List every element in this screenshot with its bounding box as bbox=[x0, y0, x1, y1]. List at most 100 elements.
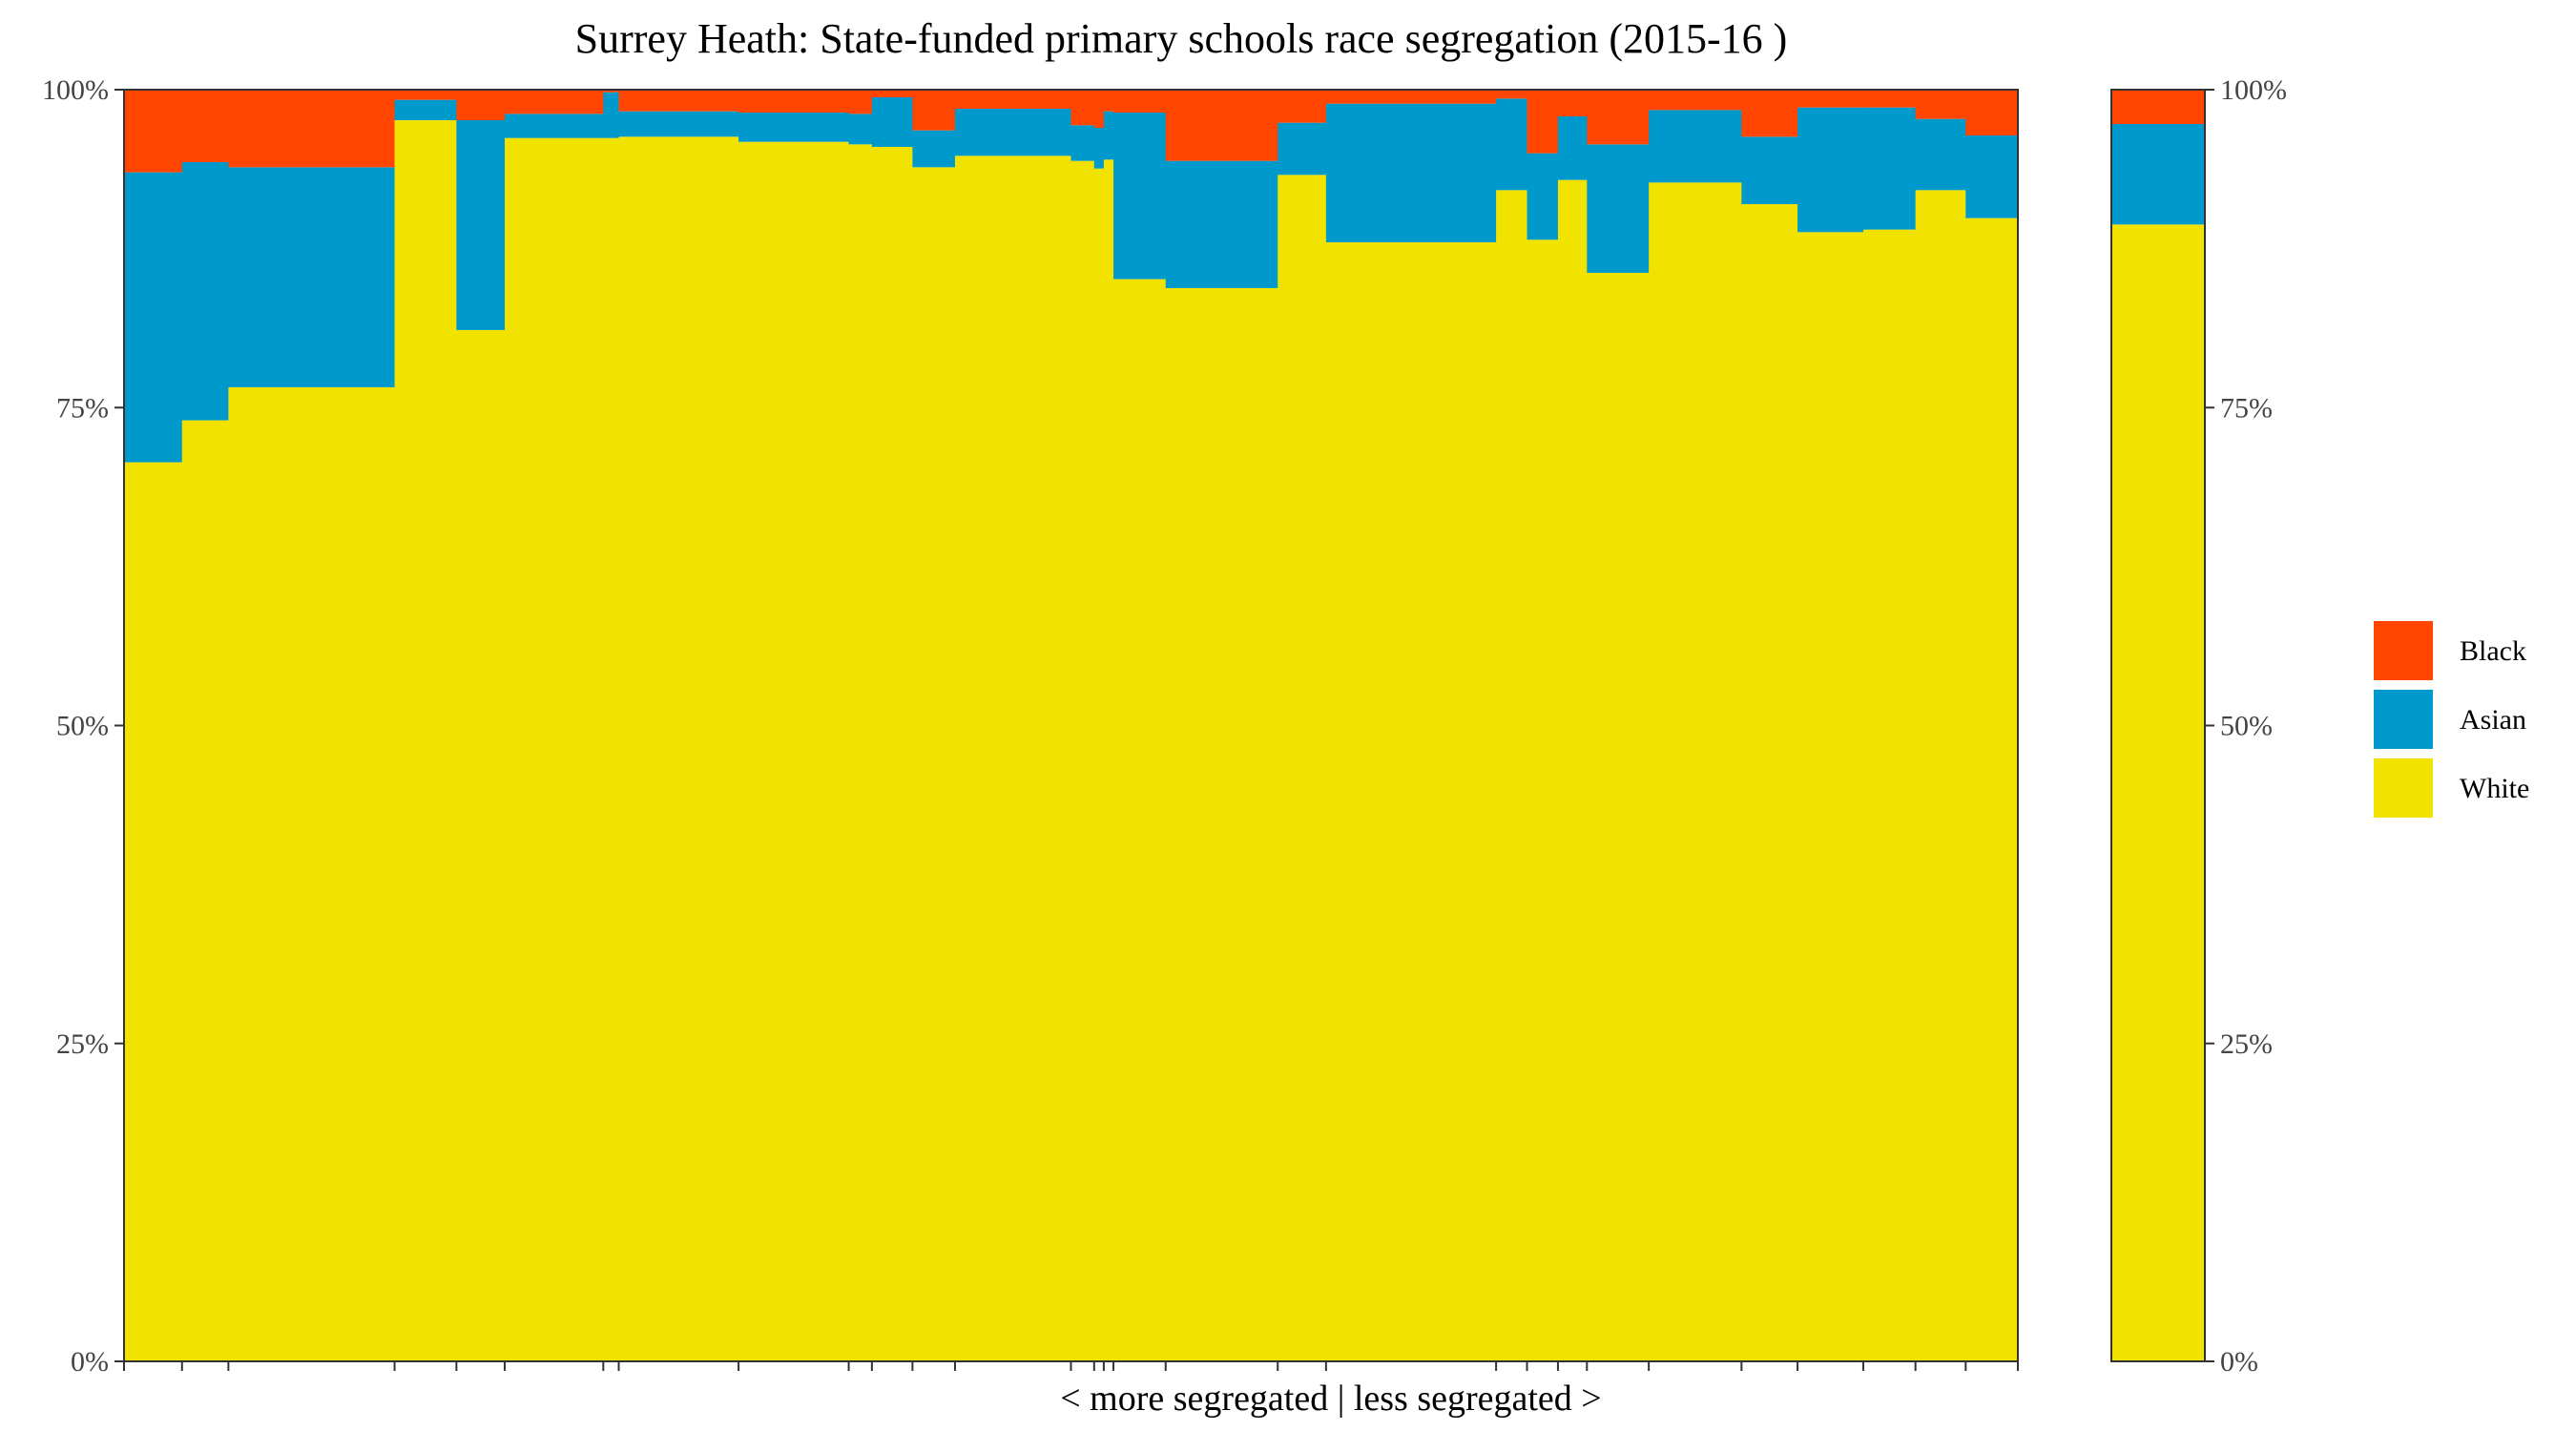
school-bar bbox=[1496, 90, 1528, 1361]
legend-label: White bbox=[2460, 773, 2529, 804]
y-tick-label-left: 75% bbox=[56, 392, 109, 424]
bar-segment-black bbox=[394, 90, 457, 100]
bar-segment-black bbox=[1649, 90, 1742, 111]
y-tick-label-right: 0% bbox=[2220, 1346, 2258, 1378]
bar-segment-white bbox=[738, 141, 850, 1361]
bar-segment-white bbox=[1797, 232, 1864, 1361]
bar-segment-white bbox=[1165, 287, 1278, 1362]
school-bar bbox=[1325, 90, 1497, 1362]
y-tick-label-right: 50% bbox=[2220, 711, 2273, 742]
bar-segment-white bbox=[912, 167, 956, 1361]
school-bar bbox=[1587, 90, 1650, 1362]
school-bar bbox=[618, 90, 739, 1361]
bar-segment-black bbox=[1325, 90, 1497, 104]
bar-segment-black bbox=[1165, 90, 1278, 161]
school-bar bbox=[603, 90, 620, 1361]
school-bar bbox=[954, 90, 1072, 1361]
bar-segment-black bbox=[1278, 90, 1327, 123]
summary-segment-asian bbox=[2111, 123, 2205, 225]
bar-segment-asian bbox=[618, 111, 739, 137]
bar-segment-white bbox=[1070, 160, 1095, 1361]
legend-label: Asian bbox=[2460, 704, 2526, 736]
bar-segment-white bbox=[1527, 239, 1559, 1361]
bar-segment-asian bbox=[1797, 107, 1864, 233]
bar-segment-white bbox=[848, 144, 873, 1361]
y-tick-label-right: 100% bbox=[2220, 74, 2287, 106]
bar-segment-asian bbox=[1093, 127, 1105, 169]
bar-segment-white bbox=[954, 156, 1072, 1361]
summary-segment-white bbox=[2111, 224, 2205, 1361]
bar-segment-white bbox=[505, 137, 604, 1361]
school-bar bbox=[848, 90, 873, 1361]
bar-segment-black bbox=[181, 90, 229, 162]
bar-segment-asian bbox=[1862, 107, 1917, 230]
bar-segment-asian bbox=[1278, 122, 1327, 176]
summary-segment-black bbox=[2111, 90, 2205, 124]
bar-segment-white bbox=[1103, 159, 1114, 1361]
y-tick-label-left: 50% bbox=[56, 711, 109, 742]
school-bar bbox=[1278, 90, 1327, 1361]
school-bar bbox=[181, 90, 229, 1362]
bar-segment-white bbox=[181, 420, 229, 1362]
bar-segment-white bbox=[1496, 190, 1528, 1361]
bar-segment-black bbox=[1797, 90, 1864, 108]
y-tick-label-left: 0% bbox=[71, 1346, 109, 1378]
school-bar bbox=[871, 90, 914, 1362]
bar-segment-asian bbox=[181, 161, 229, 421]
bar-segment-asian bbox=[1587, 144, 1650, 273]
school-bar bbox=[228, 90, 396, 1361]
bar-segment-black bbox=[1965, 90, 2019, 135]
bar-segment-white bbox=[228, 386, 396, 1361]
bar-segment-white bbox=[1557, 179, 1588, 1361]
y-tick-label-right: 25% bbox=[2220, 1028, 2273, 1060]
bar-segment-white bbox=[1093, 168, 1105, 1361]
bar-segment-black bbox=[1113, 90, 1167, 113]
bar-segment-asian bbox=[1915, 118, 1966, 191]
bar-segment-asian bbox=[871, 97, 914, 147]
bar-segment-white bbox=[1325, 241, 1497, 1362]
legend-swatch bbox=[2374, 690, 2433, 749]
bar-segment-white bbox=[394, 119, 457, 1362]
bar-segment-black bbox=[603, 90, 620, 93]
bar-segment-asian bbox=[456, 119, 506, 330]
bar-segment-asian bbox=[848, 114, 873, 145]
school-bar bbox=[738, 90, 850, 1361]
bar-segment-white bbox=[618, 136, 739, 1361]
school-bar bbox=[912, 90, 956, 1361]
bar-segment-asian bbox=[505, 114, 604, 138]
bar-segment-black bbox=[1103, 90, 1114, 112]
school-bar bbox=[1093, 90, 1105, 1361]
chart-title: Surrey Heath: State-funded primary schoo… bbox=[575, 15, 1788, 62]
bar-segment-black bbox=[912, 90, 956, 131]
school-bar bbox=[1741, 90, 1798, 1362]
bar-segment-asian bbox=[1741, 136, 1798, 204]
bar-segment-asian bbox=[1325, 103, 1497, 242]
bar-segment-black bbox=[1557, 90, 1588, 116]
schools-bars bbox=[124, 90, 2019, 1362]
y-tick-label-left: 25% bbox=[56, 1028, 109, 1060]
bar-segment-asian bbox=[1165, 160, 1278, 288]
school-bar bbox=[1557, 90, 1588, 1361]
bar-segment-white bbox=[603, 137, 620, 1361]
bar-segment-white bbox=[1862, 229, 1917, 1361]
school-bar bbox=[1527, 90, 1559, 1361]
axes: 0% 0% 25% 25% 50% 50% 75% 75% 100% 100% bbox=[42, 74, 2287, 1378]
bar-segment-white bbox=[1965, 218, 2019, 1361]
school-bar bbox=[1165, 90, 1278, 1362]
bar-segment-black bbox=[1915, 90, 1966, 119]
school-bar bbox=[1103, 90, 1114, 1361]
school-bar bbox=[1797, 90, 1864, 1361]
bar-segment-white bbox=[1113, 279, 1167, 1361]
bar-segment-black bbox=[456, 90, 506, 120]
school-bar bbox=[394, 90, 457, 1362]
legend-item: Asian bbox=[2374, 690, 2526, 749]
school-bar bbox=[1070, 90, 1095, 1361]
bar-segment-white bbox=[1278, 175, 1327, 1361]
bar-segment-black bbox=[1862, 90, 1917, 108]
legend-swatch bbox=[2374, 621, 2433, 680]
bar-segment-black bbox=[848, 90, 873, 114]
bar-segment-asian bbox=[1496, 98, 1528, 191]
district-summary-bar bbox=[2111, 90, 2205, 1361]
bar-segment-black bbox=[228, 90, 396, 168]
